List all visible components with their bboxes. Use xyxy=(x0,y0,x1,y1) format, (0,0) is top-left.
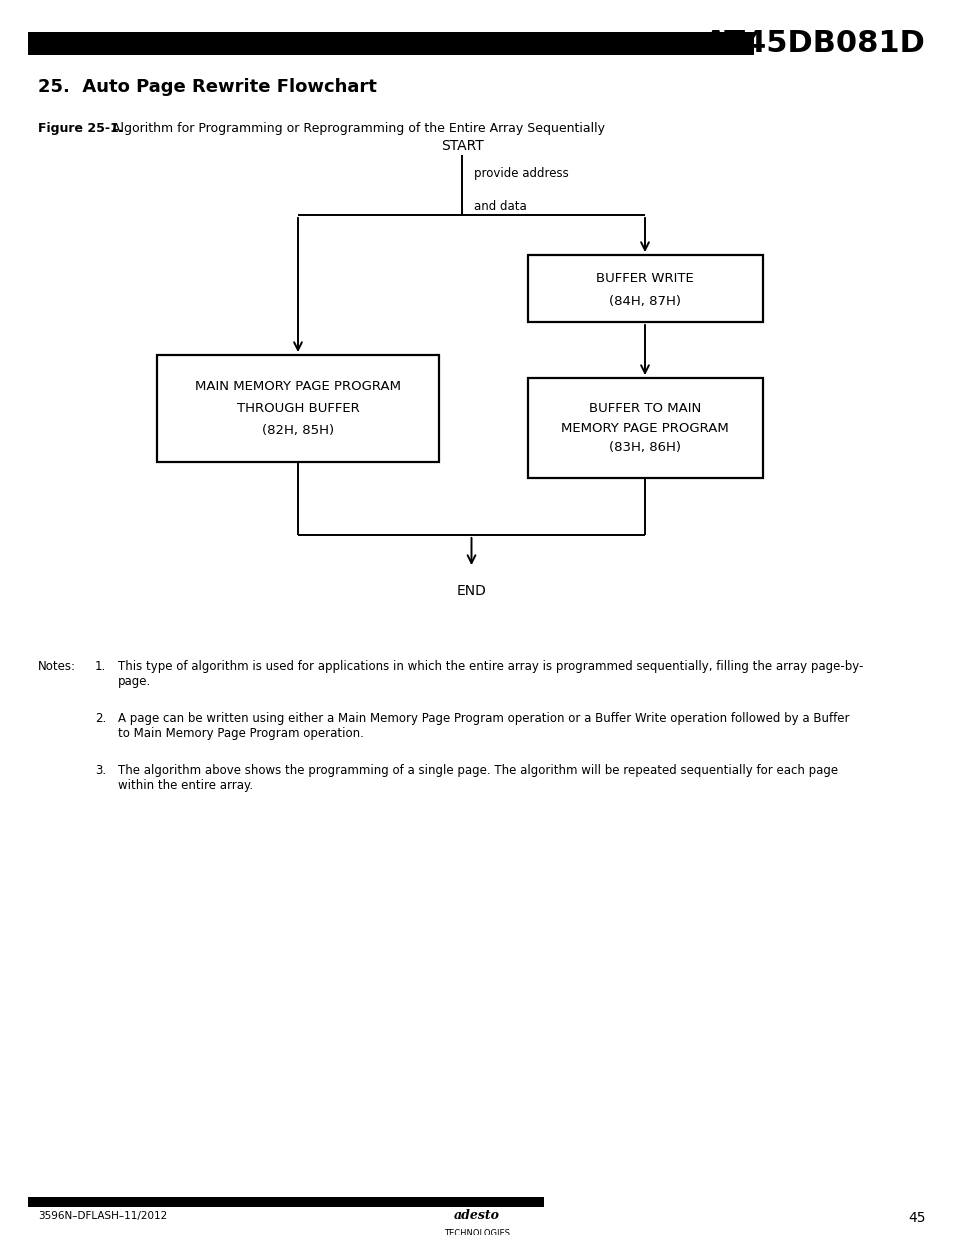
Text: and data: and data xyxy=(474,200,526,212)
Text: 2.: 2. xyxy=(95,713,106,725)
Text: START: START xyxy=(440,140,483,153)
Text: END: END xyxy=(456,584,486,598)
Text: (82H, 85H): (82H, 85H) xyxy=(262,424,334,437)
Text: 1.: 1. xyxy=(95,659,106,673)
Text: Figure 25-1.: Figure 25-1. xyxy=(38,122,123,135)
Text: 45: 45 xyxy=(907,1212,925,1225)
Text: BUFFER WRITE: BUFFER WRITE xyxy=(596,272,693,285)
Text: MAIN MEMORY PAGE PROGRAM: MAIN MEMORY PAGE PROGRAM xyxy=(194,380,400,393)
Text: 3.: 3. xyxy=(95,764,106,777)
Text: AT45DB081D: AT45DB081D xyxy=(703,28,925,58)
Bar xyxy=(527,378,761,478)
Text: adesto: adesto xyxy=(454,1209,499,1221)
Text: Notes:: Notes: xyxy=(38,659,76,673)
Text: 3596N–DFLASH–11/2012: 3596N–DFLASH–11/2012 xyxy=(38,1212,167,1221)
Text: (84H, 87H): (84H, 87H) xyxy=(608,295,680,308)
Text: (83H, 86H): (83H, 86H) xyxy=(608,441,680,454)
Bar xyxy=(28,1197,543,1207)
Text: BUFFER TO MAIN: BUFFER TO MAIN xyxy=(588,401,700,415)
Text: This type of algorithm is used for applications in which the entire array is pro: This type of algorithm is used for appli… xyxy=(118,659,862,688)
Text: THROUGH BUFFER: THROUGH BUFFER xyxy=(236,403,359,415)
Text: Algorithm for Programming or Reprogramming of the Entire Array Sequentially: Algorithm for Programming or Reprogrammi… xyxy=(112,122,604,135)
Bar xyxy=(157,354,438,462)
Bar xyxy=(527,254,761,322)
Text: MEMORY PAGE PROGRAM: MEMORY PAGE PROGRAM xyxy=(560,421,728,435)
Text: 25.  Auto Page Rewrite Flowchart: 25. Auto Page Rewrite Flowchart xyxy=(38,78,376,96)
Bar xyxy=(28,32,753,56)
Text: TECHNOLOGIES: TECHNOLOGIES xyxy=(443,1229,510,1235)
Text: A page can be written using either a Main Memory Page Program operation or a Buf: A page can be written using either a Mai… xyxy=(118,713,848,740)
Text: provide address: provide address xyxy=(474,167,568,180)
Text: The algorithm above shows the programming of a single page. The algorithm will b: The algorithm above shows the programmin… xyxy=(118,764,838,792)
